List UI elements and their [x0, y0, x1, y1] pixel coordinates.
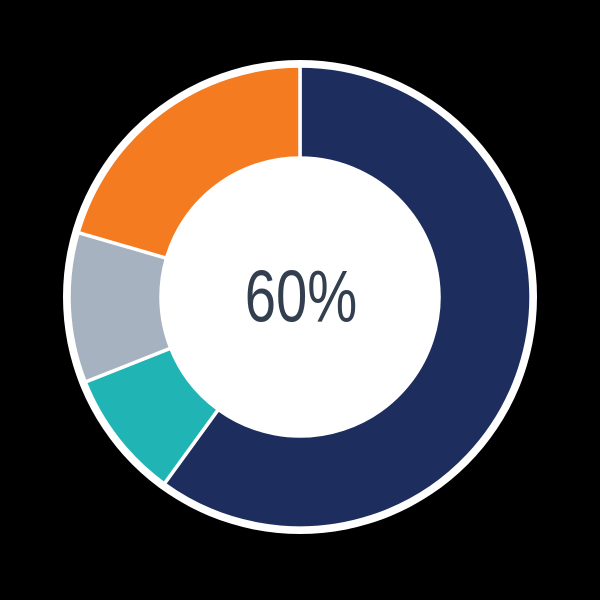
donut-segments — [67, 64, 533, 530]
donut-segment-navy — [161, 64, 533, 530]
donut-segment-orange — [76, 64, 302, 261]
donut-center-label: 60% — [245, 255, 357, 337]
